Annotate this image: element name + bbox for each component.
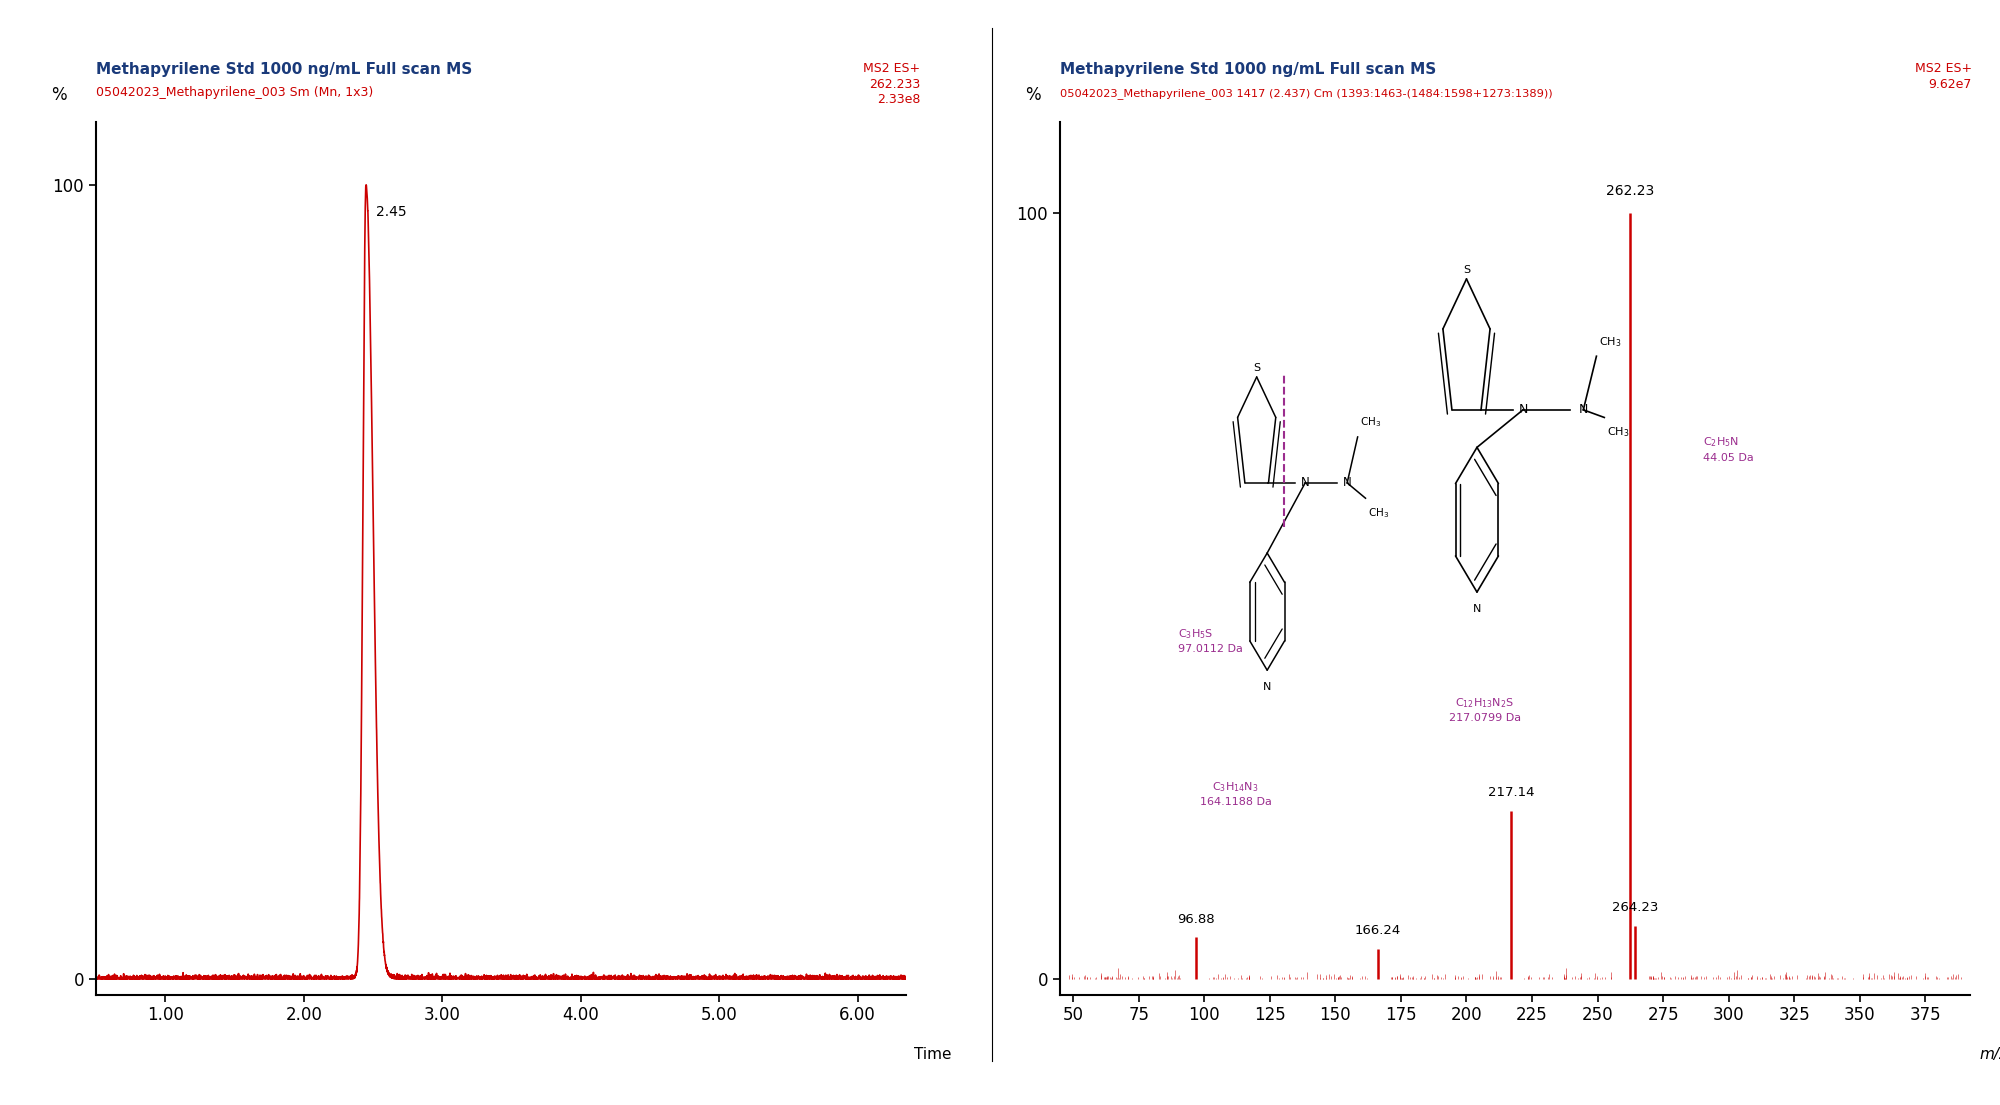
Text: Methapyrilene Std 1000 ng/mL Full scan MS: Methapyrilene Std 1000 ng/mL Full scan M… [96, 62, 472, 77]
Text: Time: Time [914, 1046, 952, 1062]
Text: 05042023_Methapyrilene_003 Sm (Mn, 1x3): 05042023_Methapyrilene_003 Sm (Mn, 1x3) [96, 86, 374, 99]
Text: 262.23: 262.23 [1606, 185, 1654, 198]
Text: N: N [1472, 603, 1482, 613]
Text: MS2 ES+: MS2 ES+ [1914, 62, 1972, 75]
Text: 217.14: 217.14 [1488, 787, 1534, 799]
Text: 2.33e8: 2.33e8 [876, 93, 920, 106]
Text: C$_3$H$_{14}$N$_3$
164.1188 Da: C$_3$H$_{14}$N$_3$ 164.1188 Da [1200, 780, 1272, 807]
Text: C$_2$H$_5$N
44.05 Da: C$_2$H$_5$N 44.05 Da [1702, 435, 1754, 463]
Text: S: S [1254, 364, 1260, 373]
Text: MS2 ES+: MS2 ES+ [862, 62, 920, 75]
Text: Methapyrilene Std 1000 ng/mL Full scan MS: Methapyrilene Std 1000 ng/mL Full scan M… [1060, 62, 1436, 77]
Text: 9.62e7: 9.62e7 [1928, 77, 1972, 91]
Text: C$_3$H$_5$S
97.0112 Da: C$_3$H$_5$S 97.0112 Da [1178, 627, 1242, 654]
Text: 264.23: 264.23 [1612, 901, 1658, 914]
Text: %: % [52, 86, 68, 104]
Text: S: S [1462, 265, 1470, 275]
Text: N: N [1300, 476, 1310, 490]
Text: m/z: m/z [1980, 1046, 2000, 1062]
Text: CH$_3$: CH$_3$ [1600, 335, 1622, 348]
Text: 262.233: 262.233 [868, 77, 920, 91]
Text: C$_{12}$H$_{13}$N$_2$S
217.0799 Da: C$_{12}$H$_{13}$N$_2$S 217.0799 Da [1448, 696, 1520, 723]
Text: N: N [1262, 682, 1272, 692]
Text: 166.24: 166.24 [1354, 924, 1402, 937]
Text: %: % [1026, 86, 1042, 104]
Text: CH$_3$: CH$_3$ [1360, 415, 1382, 430]
Text: N: N [1342, 476, 1352, 490]
Text: N: N [1578, 403, 1588, 417]
Text: 05042023_Methapyrilene_003 1417 (2.437) Cm (1393:1463-(1484:1598+1273:1389)): 05042023_Methapyrilene_003 1417 (2.437) … [1060, 88, 1552, 99]
Text: CH$_3$: CH$_3$ [1606, 425, 1630, 439]
Text: 2.45: 2.45 [376, 204, 406, 219]
Text: N: N [1518, 403, 1528, 417]
Text: 96.88: 96.88 [1178, 913, 1214, 926]
Text: CH$_3$: CH$_3$ [1368, 506, 1390, 519]
